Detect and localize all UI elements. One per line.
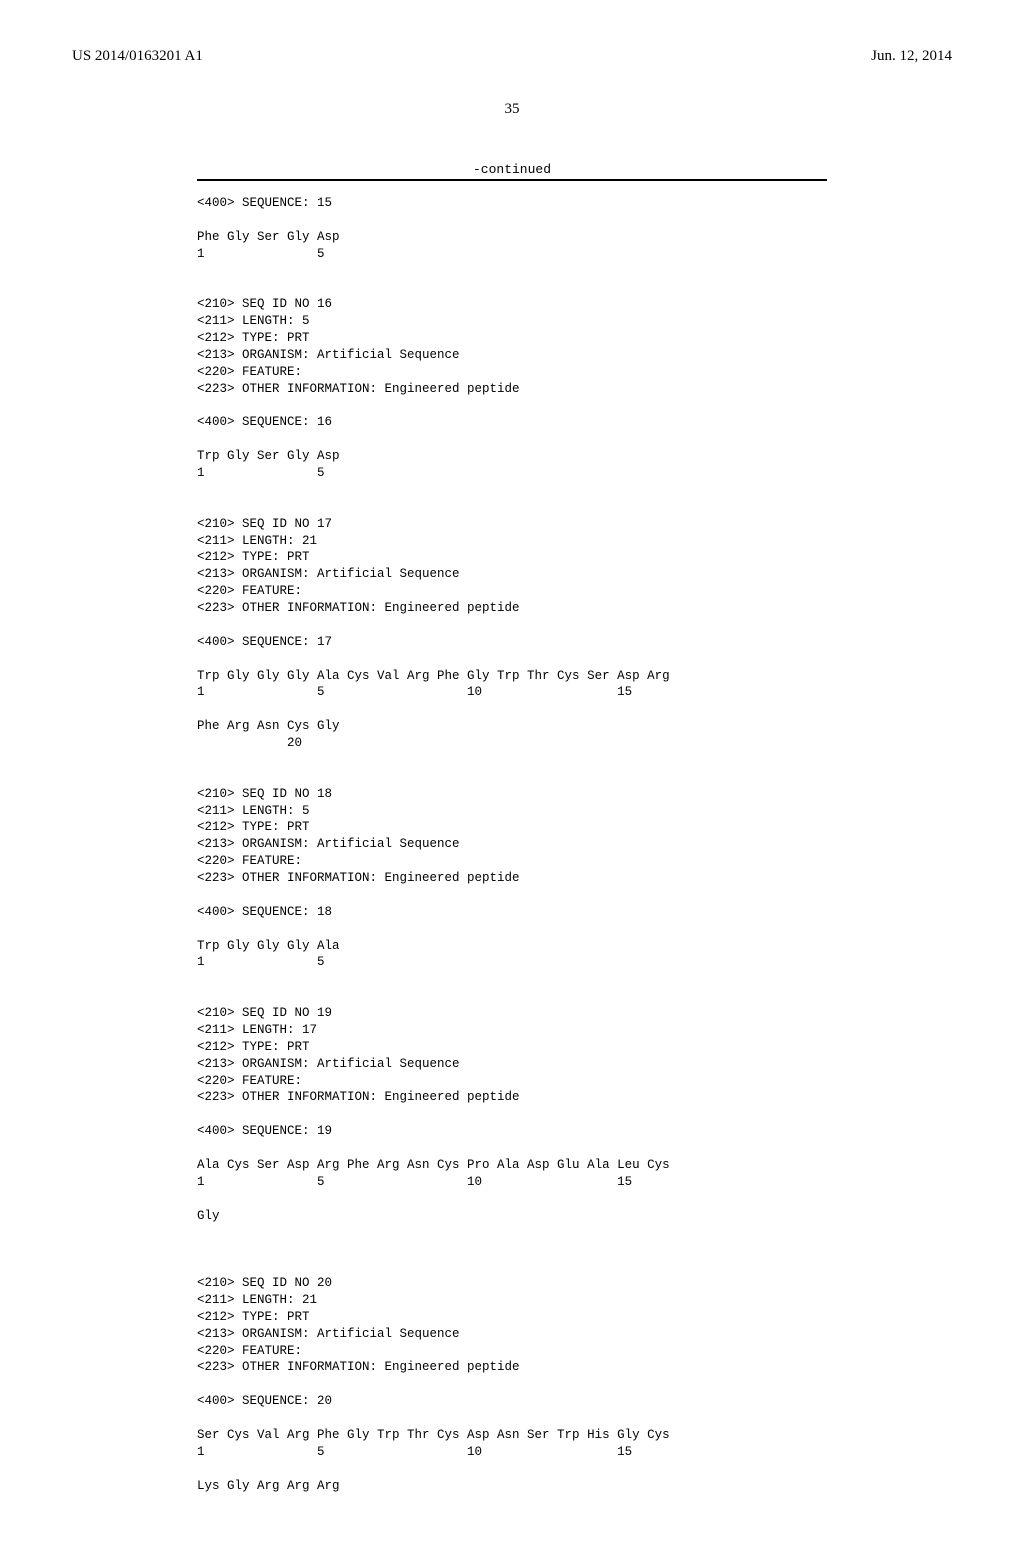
publication-number: US 2014/0163201 A1 (72, 48, 203, 65)
page-number: 35 (72, 101, 952, 118)
continued-block: -continued (197, 162, 827, 181)
publication-date: Jun. 12, 2014 (871, 48, 952, 65)
patent-page: US 2014/0163201 A1 Jun. 12, 2014 35 -con… (0, 0, 1024, 1542)
sequence-listing: <400> SEQUENCE: 15 Phe Gly Ser Gly Asp 1… (197, 195, 827, 1494)
horizontal-rule (197, 179, 827, 181)
page-header: US 2014/0163201 A1 Jun. 12, 2014 (72, 48, 952, 65)
continued-label: -continued (197, 162, 827, 177)
